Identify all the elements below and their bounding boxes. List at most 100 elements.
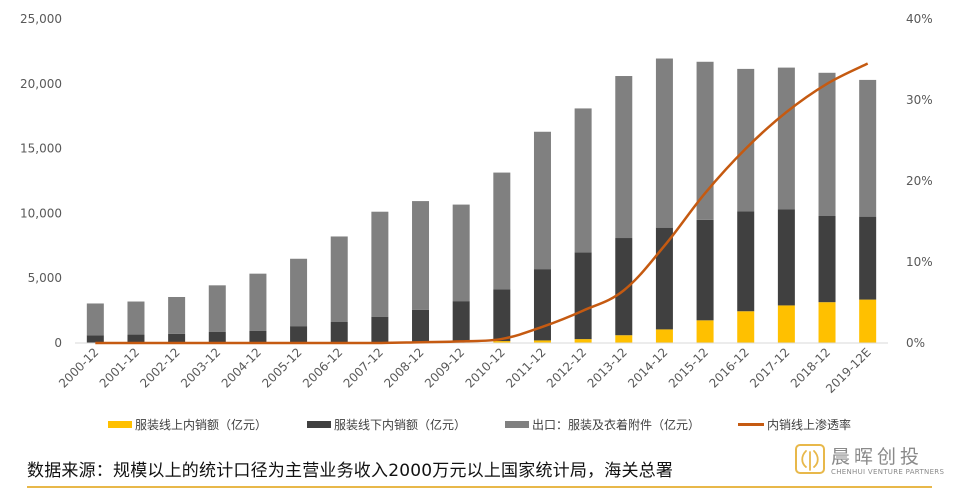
left-axis-tick-label: 0: [54, 336, 62, 350]
x-axis-tick-label: 2004-12: [219, 345, 264, 390]
x-axis-tick-label: 2005-12: [259, 345, 304, 390]
x-axis-tick-label: 2001-12: [97, 345, 142, 390]
bar-segment-series-2: [737, 68, 755, 212]
legend-item-penetration: 内销线上渗透率: [738, 416, 851, 433]
left-axis-tick-label: 10,000: [20, 206, 62, 220]
left-axis-ticks: 0 5,000 10,000 15,000 20,000 25,000: [20, 12, 62, 350]
bar-segment-series-1: [452, 301, 470, 342]
right-axis-tick-label: 40%: [906, 12, 933, 26]
right-axis-tick-label: 30%: [906, 93, 933, 107]
bar-segment-series-2: [533, 131, 551, 270]
logo-name: 晨晖创投: [831, 446, 924, 468]
penetration-line: [95, 62, 869, 345]
bar-segment-series-2: [371, 211, 389, 317]
bar-segment-series-1: [249, 330, 267, 343]
x-axis-tick-label: 2010-12: [463, 345, 508, 390]
bar-segment-series-1: [859, 216, 877, 300]
bar-segment-series-1: [493, 289, 511, 342]
bar-segment-series-2: [493, 172, 511, 290]
bar-segment-series-2: [452, 204, 470, 302]
bar-segment-series-2: [208, 285, 226, 332]
logo-subtitle: CHENHUI VENTURE PARTNERS: [831, 468, 945, 476]
bar-segment-series-1: [696, 219, 714, 321]
x-axis-tick-label: 2014-12: [625, 345, 670, 390]
bar-segment-series-1: [290, 326, 308, 343]
bar-segment-series-1: [574, 252, 592, 340]
left-axis-tick-label: 20,000: [20, 77, 62, 91]
x-axis-tick-label: 2016-12: [706, 345, 751, 390]
bar-segment-series-0: [493, 341, 511, 343]
bar-segment-series-2: [290, 258, 308, 327]
bar-segment-series-2: [696, 61, 714, 220]
x-axis-tick-label: 2012-12: [544, 345, 589, 390]
bar-segment-series-2: [249, 273, 267, 331]
bar-segment-series-2: [655, 58, 673, 228]
x-axis-tick-label: 2006-12: [300, 345, 345, 390]
legend-swatch-export: [505, 421, 529, 428]
x-axis-tick-label: 2002-12: [137, 345, 182, 390]
bar-segment-series-2: [615, 76, 633, 239]
bar-segment-series-0: [655, 329, 673, 343]
bar-segment-series-0: [696, 320, 714, 343]
right-axis-tick-label: 10%: [906, 255, 933, 269]
bar-segment-series-1: [412, 309, 430, 343]
bar-segment-series-2: [412, 201, 430, 310]
legend-item-offline: 服装线下内销额（亿元）: [307, 416, 466, 433]
x-axis-tick-label: 2000-12: [56, 345, 101, 390]
bar-segment-series-2: [859, 79, 877, 217]
x-axis-tick-label: 2011-12: [503, 345, 548, 390]
data-source-note: 数据来源：规模以上的统计口径为主营业务收入2000万元以上国家统计局，海关总署: [27, 461, 674, 481]
legend-swatch-offline: [307, 421, 331, 428]
legend-swatch-online: [108, 421, 132, 428]
logo-mark-icon: [795, 444, 825, 474]
bars: [86, 58, 877, 343]
legend: 服装线上内销额（亿元） 服装线下内销额（亿元） 出口：服装及衣着附件（亿元） 内…: [0, 416, 960, 434]
x-axis-tick-label: 2013-12: [585, 345, 630, 390]
bar-segment-series-1: [168, 333, 186, 343]
x-axis-tick-label: 2007-12: [341, 345, 386, 390]
bar-segment-series-1: [533, 269, 551, 341]
bar-segment-series-1: [330, 322, 348, 343]
bar-segment-series-1: [371, 316, 389, 343]
bar-segment-series-1: [615, 238, 633, 336]
right-axis-tick-label: 20%: [906, 174, 933, 188]
bar-segment-series-2: [86, 303, 104, 336]
legend-item-export: 出口：服装及衣着附件（亿元）: [505, 416, 700, 433]
bar-segment-series-2: [818, 72, 836, 216]
bar-segment-series-2: [574, 108, 592, 253]
legend-swatch-penetration: [738, 423, 764, 426]
left-axis-tick-label: 5,000: [28, 271, 62, 285]
left-axis-tick-label: 25,000: [20, 12, 62, 26]
x-axis-tick-label: 2009-12: [422, 345, 467, 390]
bar-segment-series-0: [737, 311, 755, 343]
legend-label-penetration: 内销线上渗透率: [767, 418, 852, 432]
x-axis-tick-labels: 2000-122001-122002-122003-122004-122005-…: [56, 345, 874, 396]
bar-segment-series-0: [818, 302, 836, 343]
legend-label-offline: 服装线下内销额（亿元）: [334, 418, 467, 432]
bar-segment-series-1: [127, 334, 145, 343]
bar-segment-series-2: [777, 67, 795, 210]
bar-segment-series-0: [533, 340, 551, 343]
bar-segment-series-2: [330, 236, 348, 323]
bar-segment-series-1: [208, 331, 226, 343]
x-axis-tick-label: 2015-12: [666, 345, 711, 390]
bar-segment-series-0: [574, 339, 592, 343]
company-logo: 晨晖创投 CHENHUI VENTURE PARTNERS: [795, 442, 955, 482]
legend-label-online: 服装线上内销额（亿元）: [135, 418, 268, 432]
x-axis-tick-label: 2008-12: [381, 345, 426, 390]
bar-segment-series-2: [127, 301, 145, 335]
penetration-rate-line: [95, 62, 869, 345]
bar-segment-series-0: [777, 305, 795, 343]
bar-segment-series-1: [777, 209, 795, 306]
left-axis-tick-label: 15,000: [20, 142, 62, 156]
x-axis-tick-label: 2017-12: [747, 345, 792, 390]
legend-label-export: 出口：服装及衣着附件（亿元）: [532, 418, 701, 432]
bar-segment-series-1: [818, 215, 836, 303]
right-axis-tick-label: 0%: [906, 336, 925, 350]
bar-segment-series-0: [859, 299, 877, 343]
footer-divider: [27, 486, 932, 488]
bar-segment-series-1: [737, 211, 755, 312]
legend-item-online: 服装线上内销额（亿元）: [108, 416, 267, 433]
right-axis-ticks: 0% 10% 20% 30% 40%: [906, 12, 933, 350]
bar-segment-series-1: [655, 227, 673, 330]
